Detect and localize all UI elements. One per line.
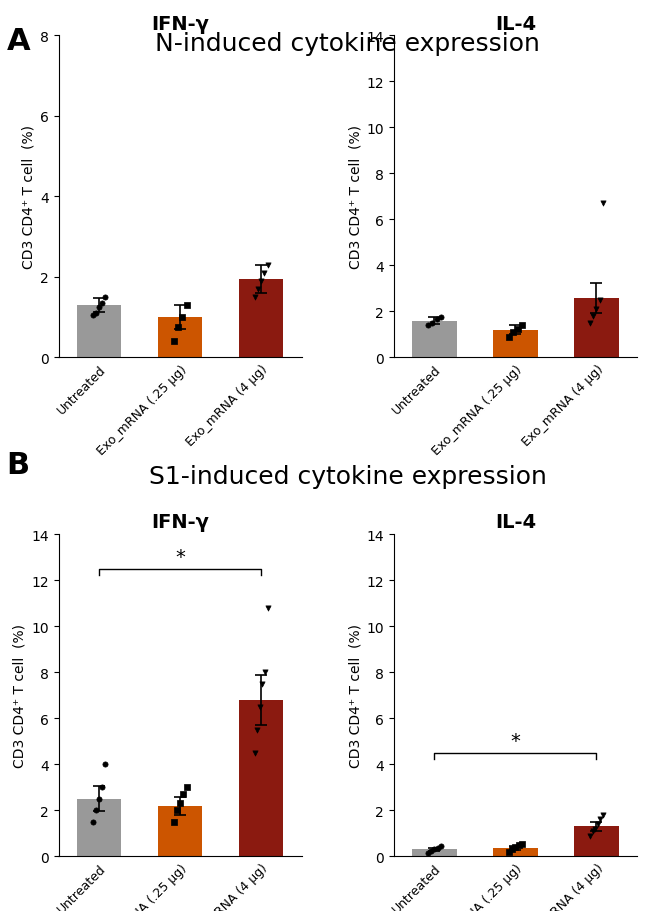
Text: *: * xyxy=(510,731,521,750)
Point xyxy=(263,258,273,272)
Point xyxy=(172,804,182,818)
Point xyxy=(432,841,443,855)
Point xyxy=(87,309,98,323)
Point xyxy=(87,814,98,829)
Point xyxy=(508,325,519,340)
Point xyxy=(436,311,446,325)
Title: IL-4: IL-4 xyxy=(495,15,536,34)
Point xyxy=(514,837,524,852)
Bar xyxy=(77,799,122,856)
Point xyxy=(94,792,104,806)
Point xyxy=(590,822,601,836)
Text: *: * xyxy=(175,548,185,566)
Point xyxy=(90,804,101,818)
Text: A: A xyxy=(6,27,30,56)
Text: B: B xyxy=(6,451,30,480)
Point xyxy=(263,601,273,616)
Bar xyxy=(574,826,619,856)
Point xyxy=(510,840,521,855)
Point xyxy=(252,722,263,737)
Point xyxy=(422,319,433,333)
Bar xyxy=(239,701,283,856)
Point xyxy=(168,334,179,349)
Point xyxy=(585,316,595,331)
Point xyxy=(181,299,192,313)
Point xyxy=(173,321,183,335)
Y-axis label: CD3 CD4⁺ T cell  (%): CD3 CD4⁺ T cell (%) xyxy=(21,126,36,269)
Bar xyxy=(239,280,283,358)
Y-axis label: CD3 CD4⁺ T cell  (%): CD3 CD4⁺ T cell (%) xyxy=(348,126,363,269)
Bar xyxy=(77,306,122,358)
Point xyxy=(507,842,517,856)
Point xyxy=(585,828,595,843)
Point xyxy=(592,302,602,317)
Bar xyxy=(493,331,538,358)
Point xyxy=(436,839,446,854)
Point xyxy=(90,306,101,321)
Title: IFN-γ: IFN-γ xyxy=(151,513,209,532)
Bar xyxy=(412,849,457,856)
Title: IFN-γ: IFN-γ xyxy=(151,15,209,34)
Bar xyxy=(158,806,202,856)
Bar xyxy=(574,298,619,358)
Point xyxy=(253,282,263,297)
Point xyxy=(422,845,433,860)
Title: IL-4: IL-4 xyxy=(495,513,536,532)
Point xyxy=(595,293,605,308)
Point xyxy=(588,824,598,838)
Point xyxy=(504,844,514,859)
Point xyxy=(175,796,185,811)
Point xyxy=(257,677,268,691)
Point xyxy=(250,746,260,761)
Point xyxy=(256,274,266,289)
Point xyxy=(512,322,523,336)
Point xyxy=(517,319,527,333)
Bar xyxy=(493,848,538,856)
Point xyxy=(595,813,606,827)
Point xyxy=(432,312,442,327)
Bar xyxy=(158,318,202,358)
Y-axis label: CD3 CD4⁺ T cell  (%): CD3 CD4⁺ T cell (%) xyxy=(348,624,363,767)
Point xyxy=(181,780,192,794)
Point xyxy=(100,291,110,305)
Point xyxy=(97,780,107,794)
Point xyxy=(598,808,608,823)
Point xyxy=(100,757,110,772)
Point xyxy=(177,311,187,325)
Point xyxy=(168,814,179,829)
Text: N-induced cytokine expression: N-induced cytokine expression xyxy=(155,32,540,56)
Point xyxy=(598,197,608,211)
Point xyxy=(504,330,514,344)
Point xyxy=(426,844,436,858)
Point xyxy=(427,316,437,331)
Point xyxy=(178,787,188,802)
Point xyxy=(94,301,104,315)
Point xyxy=(260,665,270,680)
Point xyxy=(429,842,439,856)
Point xyxy=(593,817,603,832)
Y-axis label: CD3 CD4⁺ T cell  (%): CD3 CD4⁺ T cell (%) xyxy=(13,624,27,767)
Point xyxy=(97,296,107,311)
Point xyxy=(517,836,527,851)
Point xyxy=(250,291,260,305)
Bar xyxy=(412,322,457,358)
Text: S1-induced cytokine expression: S1-induced cytokine expression xyxy=(149,465,547,488)
Point xyxy=(255,700,265,714)
Point xyxy=(259,266,270,281)
Point xyxy=(588,310,599,324)
